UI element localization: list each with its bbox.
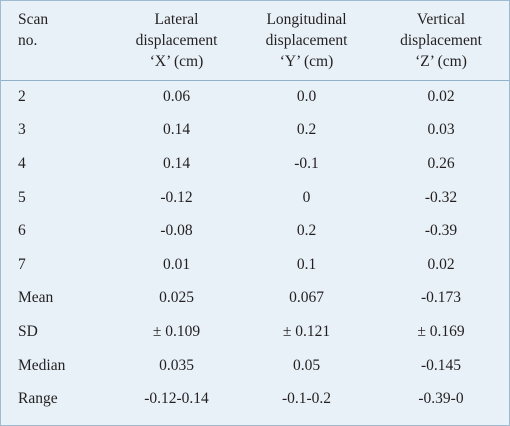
header-vertical-z: Vertical displacement ‘Z’ (cm) [373, 1, 509, 80]
cell-z: 0.03 [427, 121, 455, 139]
table-row: Mean 0.025 0.067 -0.173 [1, 282, 509, 316]
table-row: 2 0.06 0.0 0.02 [1, 80, 509, 114]
header-z-line-1: Vertical [416, 10, 466, 28]
cell-y: -0.1 [294, 154, 319, 172]
cell-y: 0.1 [296, 255, 317, 273]
table-row: Range -0.12-0.14 -0.1-0.2 -0.39-0 [1, 382, 509, 416]
row-label: Median [18, 356, 66, 374]
header-y-line-2: displacement [265, 31, 348, 49]
cell-z: 0.26 [427, 154, 455, 172]
header-scan-line-2: no. [18, 31, 38, 49]
table-row: SD ± 0.109 ± 0.121 ± 0.169 [1, 315, 509, 349]
cell-z: -0.32 [424, 188, 458, 206]
cell-z: -0.145 [420, 356, 462, 374]
cell-y: -0.1-0.2 [281, 390, 332, 408]
row-label: 6 [18, 222, 26, 240]
cell-x: -0.12 [160, 188, 193, 206]
displacement-table: Scan no. Lateral displacement ‘X’ (cm) L… [1, 1, 509, 416]
header-row: Scan no. Lateral displacement ‘X’ (cm) L… [1, 1, 509, 80]
cell-y: 0.2 [296, 222, 317, 240]
cell-x: ± 0.109 [152, 322, 201, 340]
cell-z: -0.39-0 [418, 390, 464, 408]
cell-z: 0.02 [427, 255, 455, 273]
table-row: 5 -0.12 0 -0.32 [1, 181, 509, 215]
cell-x: -0.12-0.14 [144, 390, 209, 408]
header-longitudinal-y: Longitudinal displacement ‘Y’ (cm) [240, 1, 373, 80]
table-body: 2 0.06 0.0 0.02 3 0.14 0.2 0.03 4 0.14 -… [1, 80, 509, 416]
table-row: 7 0.01 0.1 0.02 [1, 248, 509, 282]
header-x-line-3: ‘X’ (cm) [149, 52, 204, 70]
header-x-line-1: Lateral [154, 10, 199, 28]
row-label: 5 [18, 188, 26, 206]
cell-y: ± 0.121 [282, 322, 331, 340]
row-label: 2 [18, 88, 26, 106]
table-row: 4 0.14 -0.1 0.26 [1, 147, 509, 181]
cell-y: 0.2 [296, 121, 317, 139]
row-label: 4 [18, 154, 26, 172]
cell-z: -0.39 [424, 222, 458, 240]
cell-z: ± 0.169 [417, 322, 465, 340]
table-row: 6 -0.08 0.2 -0.39 [1, 214, 509, 248]
table-header: Scan no. Lateral displacement ‘X’ (cm) L… [1, 1, 509, 80]
cell-y: 0 [302, 188, 311, 206]
cell-y: 0.0 [296, 88, 317, 106]
cell-y: 0.067 [289, 289, 324, 307]
header-scan-line-3 [18, 51, 113, 72]
header-x-line-2: displacement [135, 31, 218, 49]
table-row: 3 0.14 0.2 0.03 [1, 114, 509, 148]
cell-x: 0.06 [162, 88, 191, 106]
cell-x: 0.14 [162, 121, 191, 139]
cell-x: 0.035 [159, 356, 194, 374]
cell-x: -0.08 [160, 222, 193, 240]
row-label: 3 [18, 121, 26, 139]
header-z-line-3: ‘Z’ (cm) [415, 52, 467, 70]
header-y-line-1: Longitudinal [266, 10, 347, 28]
table-row: Median 0.035 0.05 -0.145 [1, 349, 509, 383]
header-z-line-2: displacement [400, 31, 482, 49]
cell-z: 0.02 [427, 88, 455, 106]
header-scan-no: Scan no. [1, 1, 113, 80]
row-label: Range [18, 390, 58, 408]
cell-x: 0.14 [162, 154, 191, 172]
header-y-line-3: ‘Y’ (cm) [279, 52, 334, 70]
row-label: 7 [18, 255, 26, 273]
header-scan-line-1: Scan [18, 10, 49, 28]
header-lateral-x: Lateral displacement ‘X’ (cm) [113, 1, 240, 80]
cell-x: 0.025 [159, 289, 194, 307]
cell-y: 0.05 [292, 356, 321, 374]
row-label: SD [18, 322, 38, 340]
cell-x: 0.01 [162, 255, 191, 273]
cell-z: -0.173 [420, 289, 462, 307]
row-label: Mean [18, 289, 54, 307]
